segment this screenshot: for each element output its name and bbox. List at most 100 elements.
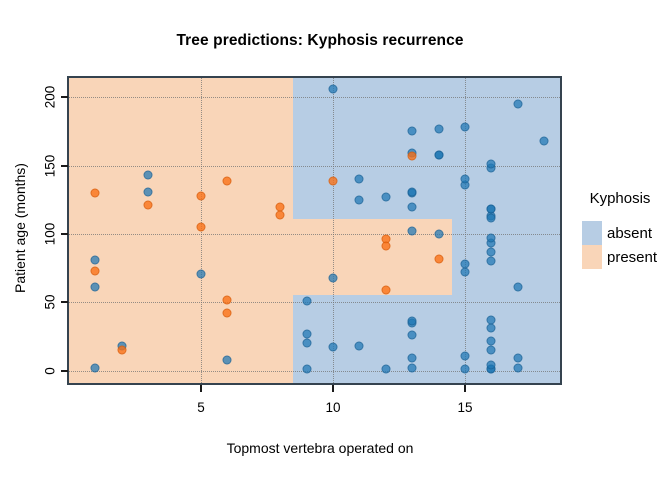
legend-item-present: present (582, 245, 672, 269)
data-point-absent (328, 273, 338, 283)
data-point-absent (407, 202, 417, 212)
data-point-present (381, 241, 391, 251)
plot-area (69, 78, 560, 383)
data-point-absent (302, 338, 312, 348)
region-present (69, 78, 294, 383)
region-present (293, 218, 452, 296)
data-point-absent (407, 226, 417, 236)
data-point-absent (486, 247, 496, 257)
gridline-x-10 (332, 78, 334, 383)
legend-swatch-present (582, 245, 602, 269)
legend-title: Kyphosis (589, 190, 651, 207)
legend: Kyphosis absent present (582, 190, 672, 269)
x-axis-title: Topmost vertebra operated on (226, 440, 414, 456)
data-point-present (275, 210, 285, 220)
data-point-present (143, 200, 153, 210)
data-point-absent (302, 364, 312, 374)
data-point-present (407, 151, 417, 161)
data-point-absent (328, 342, 338, 352)
data-point-present (222, 308, 232, 318)
data-point-absent (486, 213, 496, 222)
data-point-absent (486, 233, 496, 243)
data-point-absent (407, 316, 417, 326)
x-tick-label-5: 5 (197, 400, 205, 415)
gridline-y-150 (69, 165, 560, 167)
data-point-present (196, 222, 206, 232)
data-point-absent (486, 360, 496, 370)
data-point-absent (222, 355, 232, 365)
data-point-absent (90, 255, 100, 265)
data-point-absent (486, 204, 496, 214)
data-point-absent (486, 256, 496, 266)
data-point-absent (407, 187, 417, 197)
legend-label-present: present (607, 248, 658, 266)
data-point-absent (143, 170, 153, 180)
data-point-absent (354, 341, 364, 351)
data-point-absent (354, 174, 364, 184)
gridline-y-200 (69, 97, 560, 99)
data-point-absent (539, 136, 549, 146)
gridline-y-100 (69, 233, 560, 235)
data-point-present (381, 285, 391, 295)
y-tick-label-200: 200 (42, 85, 58, 109)
data-point-absent (143, 187, 153, 197)
y-tick-label-100: 100 (42, 222, 58, 246)
data-point-absent (460, 174, 470, 184)
data-point-absent (90, 363, 100, 373)
data-point-present (222, 176, 232, 186)
y-tick-label-0: 0 (42, 366, 58, 375)
data-point-absent (513, 353, 523, 363)
legend-label-absent: absent (607, 224, 653, 242)
data-point-absent (460, 351, 470, 361)
data-point-present (434, 254, 444, 264)
data-point-present (117, 345, 127, 355)
y-tick-mark-200 (61, 96, 68, 99)
x-tick-mark-10 (331, 385, 334, 392)
data-point-absent (381, 192, 391, 202)
data-point-absent (302, 296, 312, 306)
x-tick-mark-15 (463, 385, 466, 392)
y-tick-mark-50 (61, 301, 68, 304)
y-tick-mark-0 (61, 369, 68, 372)
data-point-absent (407, 126, 417, 136)
data-point-present (196, 191, 206, 201)
data-point-absent (460, 364, 470, 374)
data-point-absent (381, 364, 391, 374)
data-point-present (328, 176, 338, 186)
chart-title: Tree predictions: Kyphosis recurrence (176, 32, 464, 49)
legend-item-absent: absent (582, 221, 672, 245)
data-point-absent (90, 282, 100, 292)
gridline-x-15 (464, 78, 466, 383)
data-point-present (90, 188, 100, 198)
data-point-present (222, 295, 232, 305)
data-point-absent (434, 150, 444, 160)
y-tick-mark-150 (61, 164, 68, 167)
y-tick-label-50: 50 (42, 294, 58, 310)
data-point-absent (486, 323, 496, 333)
data-point-absent (328, 84, 338, 94)
y-tick-label-150: 150 (42, 154, 58, 177)
data-point-absent (513, 363, 523, 373)
data-point-absent (486, 336, 496, 346)
y-axis-title: Patient age (months) (12, 163, 28, 293)
data-point-absent (460, 122, 470, 132)
data-point-absent (196, 269, 206, 279)
data-point-absent (407, 363, 417, 373)
data-point-present (90, 266, 100, 276)
data-point-absent (434, 229, 444, 239)
data-point-absent (513, 282, 523, 292)
data-point-absent (407, 330, 417, 340)
data-point-absent (486, 345, 496, 355)
legend-swatch-absent (582, 221, 602, 245)
data-point-absent (513, 99, 523, 109)
data-point-absent (407, 353, 417, 363)
y-tick-mark-100 (61, 232, 68, 235)
data-point-absent (434, 124, 444, 134)
gridline-y-50 (69, 302, 560, 304)
x-tick-label-15: 15 (457, 400, 473, 415)
x-tick-label-10: 10 (325, 400, 341, 415)
data-point-absent (302, 329, 312, 339)
data-point-absent (486, 159, 496, 169)
data-point-absent (460, 267, 470, 277)
